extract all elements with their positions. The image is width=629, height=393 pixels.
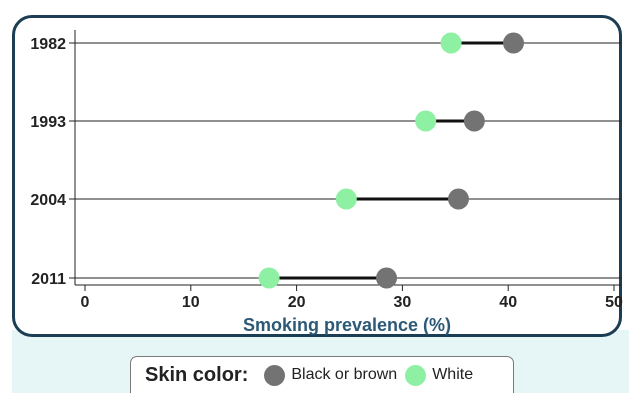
legend: Skin color: Black or brown White	[130, 356, 514, 393]
legend-swatch-black-or-brown	[264, 364, 286, 386]
point-black-or-brown-1982	[502, 32, 524, 54]
y-tick-label-2004: 2004	[30, 192, 66, 209]
point-black-or-brown-2011	[376, 267, 398, 289]
y-tick-label-2011: 2011	[31, 271, 66, 288]
point-white-2011	[258, 267, 280, 289]
x-tick-label-0: 0	[81, 294, 90, 311]
x-tick-label-40: 40	[499, 294, 517, 311]
point-white-1993	[415, 110, 437, 132]
legend-item-black-or-brown: Black or brown	[264, 364, 398, 386]
x-axis-title: Smoking prevalence (%)	[243, 315, 451, 335]
chart-panel	[12, 15, 622, 337]
point-black-or-brown-2004	[447, 188, 469, 210]
x-tick-label-50: 50	[605, 294, 623, 311]
x-tick-label-20: 20	[288, 294, 306, 311]
point-white-2004	[335, 188, 357, 210]
point-white-1982	[440, 32, 462, 54]
legend-label-black-or-brown: Black or brown	[291, 366, 398, 383]
legend-title: Skin color:	[145, 363, 249, 386]
y-tick-label-1982: 1982	[30, 36, 66, 53]
legend-item-white: White	[405, 364, 474, 386]
point-black-or-brown-1993	[463, 110, 485, 132]
x-tick-label-10: 10	[182, 294, 200, 311]
y-tick-label-1993: 1993	[30, 114, 66, 131]
x-tick-label-30: 30	[394, 294, 412, 311]
legend-swatch-white	[405, 364, 427, 386]
legend-label-white: White	[432, 366, 474, 383]
